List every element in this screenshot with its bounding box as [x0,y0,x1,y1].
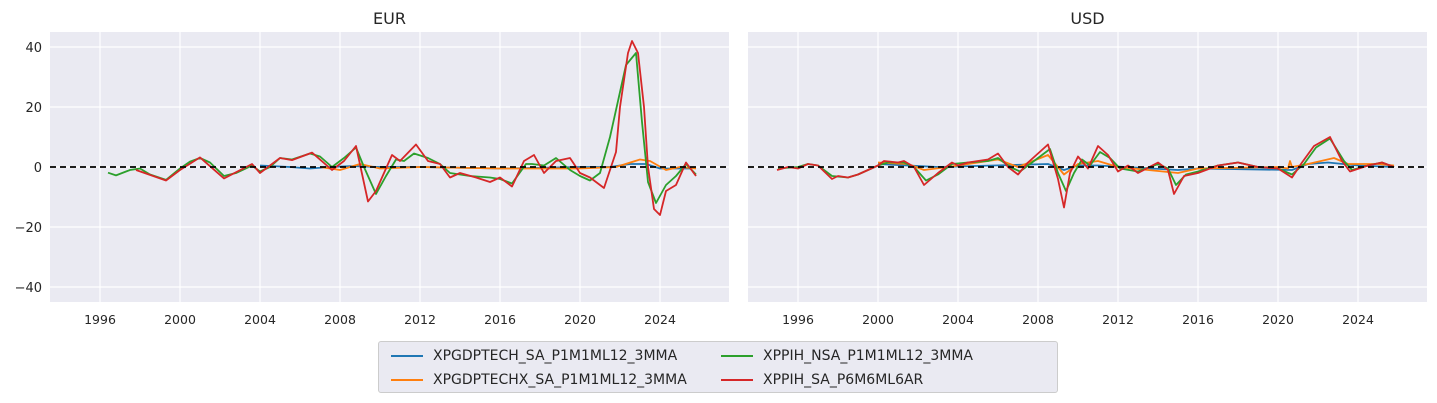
x-tick-label: 2008 [324,312,356,327]
x-tick-label: 2020 [1262,312,1294,327]
panel-title: USD [1070,9,1104,28]
x-tick-label: 2008 [1022,312,1054,327]
legend-swatch [721,378,753,381]
x-tick-label: 2004 [244,312,276,327]
legend: XPGDPTECH_SA_P1M1ML12_3MMA XPPIH_NSA_P1M… [378,341,1058,393]
y-tick-label: −20 [15,221,42,236]
legend-item: XPGDPTECHX_SA_P1M1ML12_3MMA [391,369,721,391]
x-tick-label: 2016 [484,312,516,327]
legend-label: XPPIH_SA_P6M6ML6AR [763,371,924,388]
panel-title: EUR [373,9,406,28]
legend-swatch [391,355,423,357]
legend-label: XPGDPTECH_SA_P1M1ML12_3MMA [433,348,678,364]
series-line-xppih_sa_p6m6ml6ar [776,136,1395,209]
series-line-xppih_nsa_p1m1ml12_3mma [777,137,1395,192]
y-tick-label: 40 [25,41,42,56]
series-line-xpgdptech_sa_p1m1ml12_3mma [877,161,1395,171]
legend-item: XPGDPTECH_SA_P1M1ML12_3MMA [391,345,721,367]
legend-swatch [391,378,423,381]
series-line-xppih_sa_p6m6ml6ar [135,40,697,216]
x-tick-label: 2024 [644,312,676,327]
x-tick-label: 2012 [1102,312,1134,327]
x-tick-label: 2004 [942,312,974,327]
x-tick-label: 2020 [564,312,596,327]
legend-label: XPPIH_NSA_P1M1ML12_3MMA [763,348,973,364]
series-line-xppih_nsa_p1m1ml12_3mma [107,52,697,204]
x-tick-label: 2000 [164,312,196,327]
x-tick-label: 2024 [1342,312,1374,327]
legend-item: XPPIH_NSA_P1M1ML12_3MMA [721,345,1051,367]
panel-usd: 1996 2000 2004 2008 2012 2016 2020 2024 USD [748,9,1427,327]
legend-swatch [721,355,753,357]
y-tick-label: −40 [15,281,42,296]
y-tick-label: 20 [25,101,42,116]
y-tick-label: 0 [34,161,42,176]
panel-eur: 1996 2000 2004 2008 2012 2016 2020 2024 −40 −20 0 2… [15,9,729,327]
legend-label: XPGDPTECHX_SA_P1M1ML12_3MMA [433,371,687,388]
x-tick-label: 2012 [404,312,436,327]
x-tick-label: 1996 [782,312,814,327]
x-tick-label: 2000 [862,312,894,327]
legend-item: XPPIH_SA_P6M6ML6AR [721,369,1051,391]
x-tick-label: 1996 [84,312,116,327]
x-tick-label: 2016 [1182,312,1214,327]
